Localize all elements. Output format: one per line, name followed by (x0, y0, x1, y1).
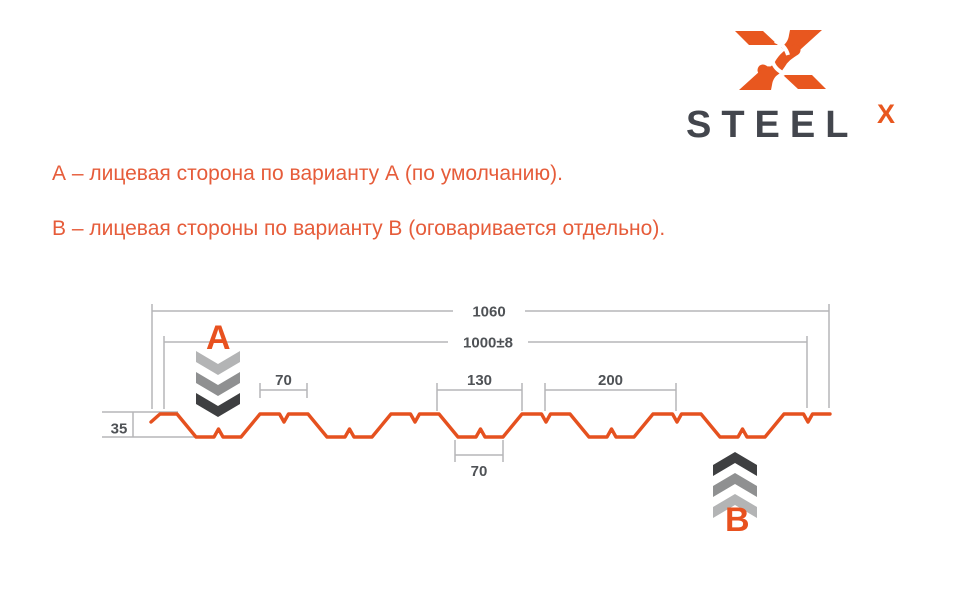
dimension-module-pitch: 200 (544, 372, 677, 411)
dim-label-70-bottom: 70 (471, 463, 488, 480)
profile-polyline (149, 412, 832, 439)
dimension-overall-width: 1060 (151, 304, 830, 409)
marker-b-label: В (725, 501, 750, 539)
note-variant-a: А – лицевая сторона по варианту А (по ум… (52, 162, 563, 185)
dimension-trough-opening: 130 (436, 372, 523, 411)
dimension-crest-flat: 70 (259, 372, 308, 398)
dim-label-200: 200 (598, 372, 623, 389)
marker-a-label: А (206, 319, 231, 357)
dim-label-1060: 1060 (472, 304, 505, 321)
chevrons-up-icon (713, 452, 757, 518)
note-variant-b: В – лицевая стороны по варианту В (огова… (52, 217, 666, 240)
dimension-profile-height: 35 (102, 411, 197, 438)
dim-label-1000: 1000±8 (463, 335, 513, 352)
dim-label-70-top: 70 (275, 372, 292, 389)
dim-label-35: 35 (111, 421, 128, 438)
chevrons-down-icon (196, 351, 240, 417)
logo-wordmark: STEEL (686, 104, 859, 146)
dimension-working-width: 1000±8 (163, 335, 808, 409)
dim-label-130: 130 (467, 372, 492, 389)
steelx-logo-icon (735, 30, 826, 90)
profile-section-drawing: 1060 1000±8 70 130 20 (102, 304, 832, 480)
dimension-trough-bottom: 70 (454, 440, 504, 480)
logo-x-superscript: X (877, 99, 896, 129)
